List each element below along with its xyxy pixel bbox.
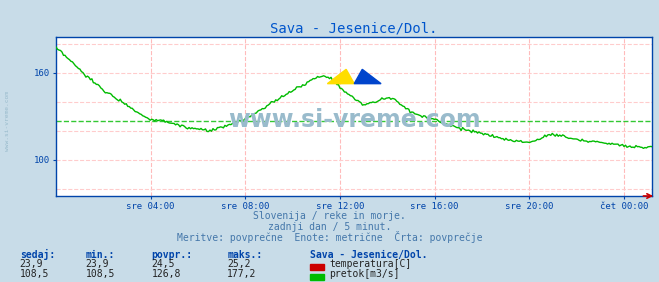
Polygon shape (328, 69, 355, 84)
Text: www.si-vreme.com: www.si-vreme.com (5, 91, 11, 151)
Text: pretok[m3/s]: pretok[m3/s] (330, 269, 400, 279)
Text: 108,5: 108,5 (20, 269, 49, 279)
Polygon shape (355, 69, 381, 84)
Text: Slovenija / reke in morje.: Slovenija / reke in morje. (253, 211, 406, 221)
Text: 24,5: 24,5 (152, 259, 175, 269)
Text: 25,2: 25,2 (227, 259, 251, 269)
Text: 108,5: 108,5 (86, 269, 115, 279)
Text: zadnji dan / 5 minut.: zadnji dan / 5 minut. (268, 222, 391, 232)
Text: 177,2: 177,2 (227, 269, 257, 279)
Text: www.si-vreme.com: www.si-vreme.com (228, 107, 480, 131)
Text: sedaj:: sedaj: (20, 249, 55, 260)
Text: 23,9: 23,9 (86, 259, 109, 269)
Text: min.:: min.: (86, 250, 115, 260)
Text: povpr.:: povpr.: (152, 250, 192, 260)
Text: maks.:: maks.: (227, 250, 262, 260)
Title: Sava - Jesenice/Dol.: Sava - Jesenice/Dol. (270, 21, 438, 36)
Text: 126,8: 126,8 (152, 269, 181, 279)
Text: Sava - Jesenice/Dol.: Sava - Jesenice/Dol. (310, 250, 427, 260)
Text: Meritve: povprečne  Enote: metrične  Črta: povprečje: Meritve: povprečne Enote: metrične Črta:… (177, 231, 482, 243)
Text: 23,9: 23,9 (20, 259, 43, 269)
Text: temperatura[C]: temperatura[C] (330, 259, 412, 269)
